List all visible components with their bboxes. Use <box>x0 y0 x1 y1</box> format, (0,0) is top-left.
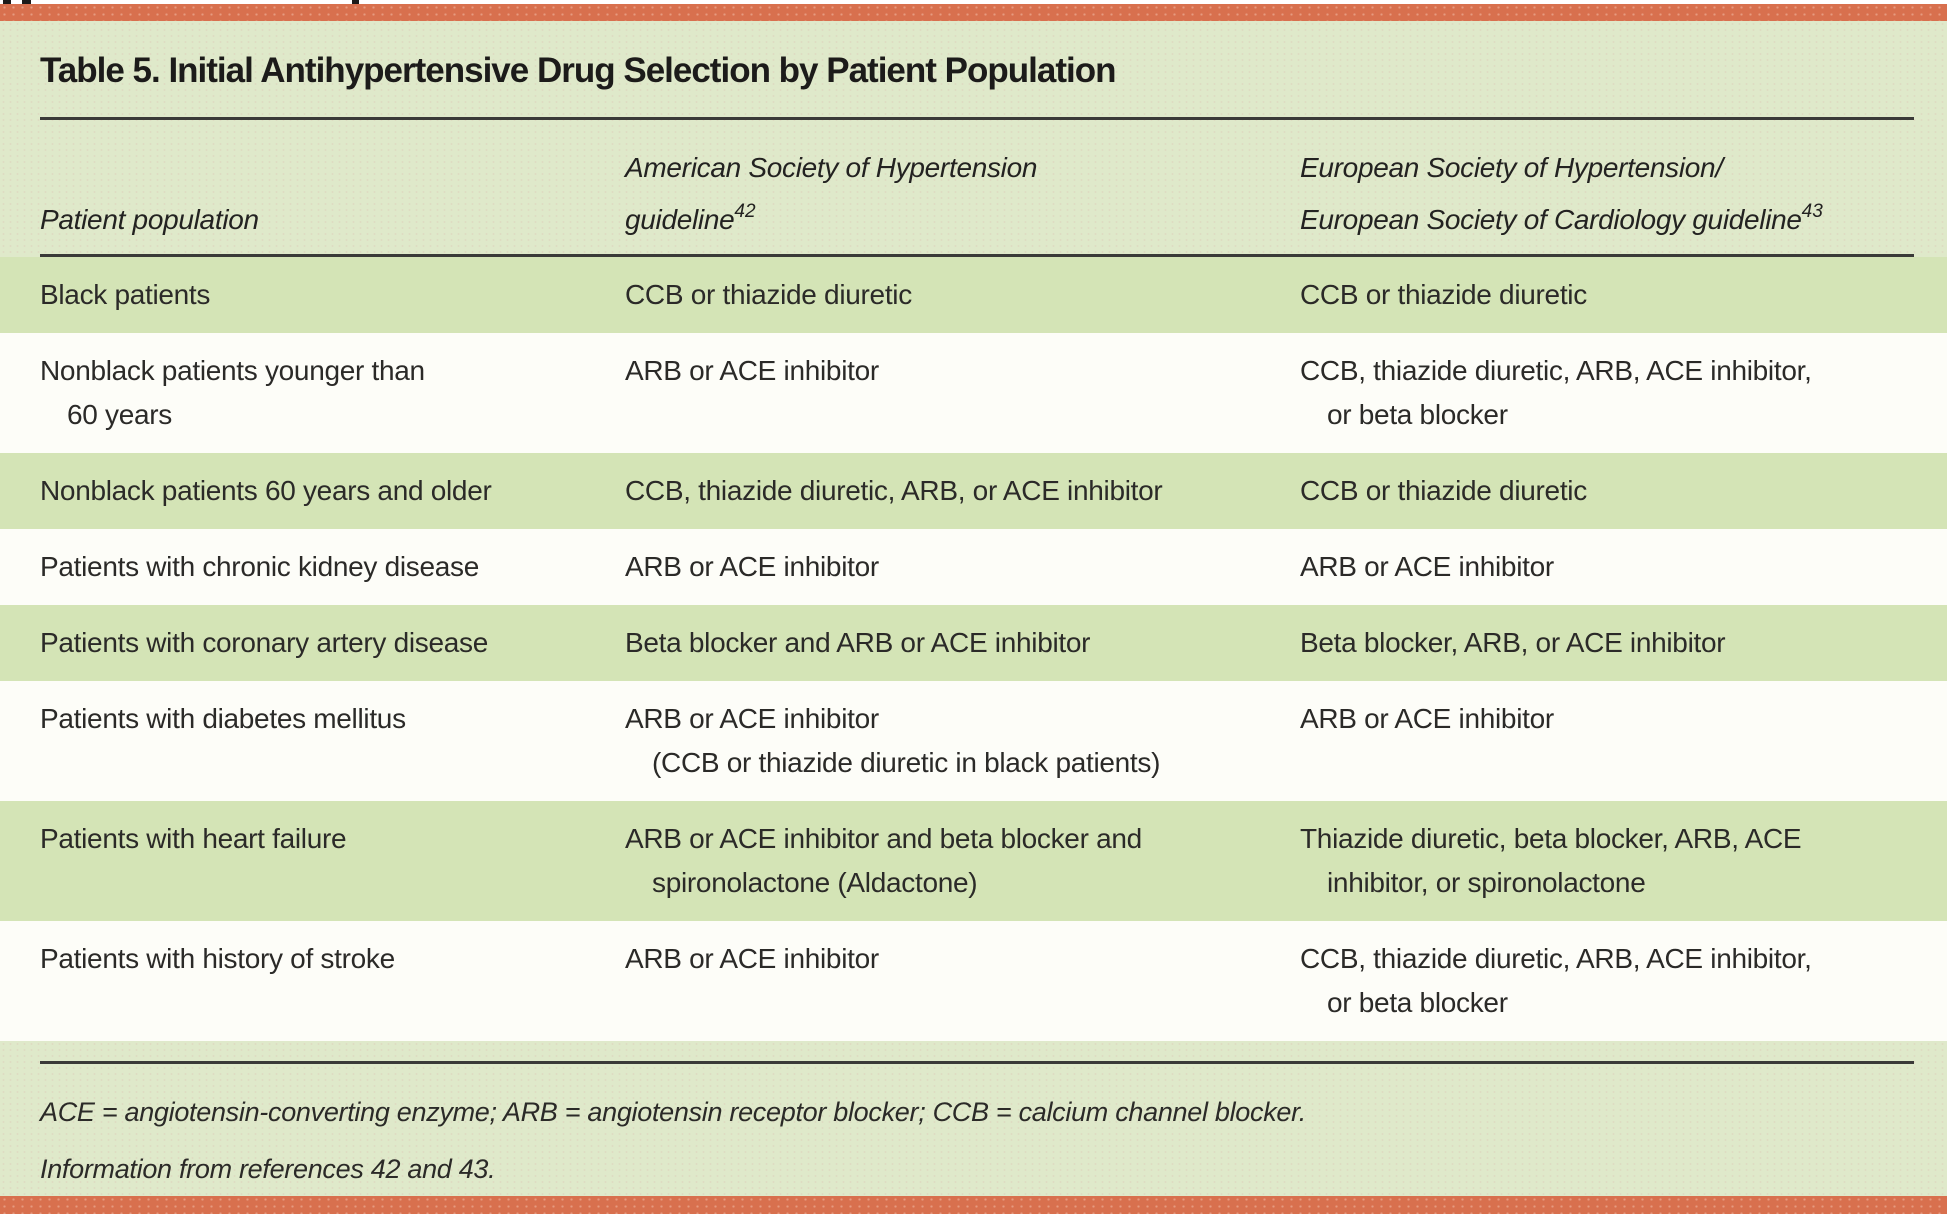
table-row: Patients with chronic kidney disease ARB… <box>0 529 1947 605</box>
horizontal-rule <box>40 254 1914 257</box>
abbreviations-footnote: ACE = angiotensin-converting enzyme; ARB… <box>40 1097 1307 1127</box>
cell-patient-population: Patients with diabetes mellitus <box>40 703 406 734</box>
table-row: Black patients CCB or thiazide diuretic … <box>0 257 1947 333</box>
cell-patient-population: Patients with heart failure <box>40 823 347 854</box>
scan-artifact-mark <box>352 0 359 6</box>
table-row: Patients with history of stroke ARB or A… <box>0 921 1947 1041</box>
reference-superscript: 42 <box>734 201 756 222</box>
cell-patient-population: Patients with chronic kidney disease <box>40 551 479 582</box>
table-header-row: Patient population American Society of H… <box>0 120 1947 254</box>
cell-ash-recommendation: ARB or ACE inhibitor <box>625 943 879 974</box>
bottom-accent-bar <box>0 1196 1947 1214</box>
cell-esh-recommendation: CCB or thiazide diuretic <box>1300 475 1587 506</box>
cell-ash-recommendation: ARB or ACE inhibitor <box>625 551 879 582</box>
scan-artifact-mark <box>3 0 11 4</box>
table-panel: Table 5. Initial Antihypertensive Drug S… <box>0 21 1947 1196</box>
cell-ash-recommendation: Beta blocker and ARB or ACE inhibitor <box>625 627 1091 658</box>
cell-esh-recommendation: Thiazide diuretic, beta blocker, ARB, AC… <box>1300 823 1802 898</box>
reference-superscript: 43 <box>1801 201 1823 222</box>
cell-ash-recommendation: ARB or ACE inhibitor <box>625 355 879 386</box>
cell-esh-recommendation: Beta blocker, ARB, or ACE inhibitor <box>1300 627 1726 658</box>
table-row: Patients with diabetes mellitus ARB or A… <box>0 681 1947 801</box>
cell-patient-population: Patients with coronary artery disease <box>40 627 489 658</box>
cell-ash-recommendation: CCB or thiazide diuretic <box>625 279 912 310</box>
column-header-ash-guideline: American Society of Hypertension guideli… <box>625 152 1038 235</box>
horizontal-rule <box>40 1061 1914 1064</box>
cell-esh-recommendation: CCB, thiazide diuretic, ARB, ACE inhibit… <box>1300 355 1812 430</box>
table-footnotes: ACE = angiotensin-converting enzyme; ARB… <box>0 1064 1947 1185</box>
horizontal-rule <box>40 117 1914 120</box>
cell-patient-population: Nonblack patients younger than 60 years <box>40 355 425 430</box>
cell-esh-recommendation: ARB or ACE inhibitor <box>1300 703 1554 734</box>
cell-patient-population: Black patients <box>40 279 211 310</box>
table-row: Patients with heart failure ARB or ACE i… <box>0 801 1947 921</box>
cell-ash-recommendation: CCB, thiazide diuretic, ARB, or ACE inhi… <box>625 475 1163 506</box>
cell-ash-recommendation: ARB or ACE inhibitor (CCB or thiazide di… <box>625 703 1161 778</box>
table-title-block: Table 5. Initial Antihypertensive Drug S… <box>0 21 1947 91</box>
column-header-patient-population: Patient population <box>40 204 259 235</box>
table-row: Nonblack patients younger than 60 years … <box>0 333 1947 453</box>
top-accent-bar <box>0 4 1947 21</box>
source-footnote: Information from references 42 and 43. <box>40 1154 496 1184</box>
cell-patient-population: Patients with history of stroke <box>40 943 395 974</box>
cell-patient-population: Nonblack patients 60 years and older <box>40 475 492 506</box>
cell-esh-recommendation: CCB or thiazide diuretic <box>1300 279 1587 310</box>
cell-ash-recommendation: ARB or ACE inhibitor and beta blocker an… <box>625 823 1142 898</box>
table-row: Patients with coronary artery disease Be… <box>0 605 1947 681</box>
cell-esh-recommendation: CCB, thiazide diuretic, ARB, ACE inhibit… <box>1300 943 1812 1018</box>
scan-artifact-mark <box>22 0 31 4</box>
table-row: Nonblack patients 60 years and older CCB… <box>0 453 1947 529</box>
cell-esh-recommendation: ARB or ACE inhibitor <box>1300 551 1554 582</box>
column-header-esh-esc-guideline: European Society of Hypertension/ Europe… <box>1300 152 1823 235</box>
spacer <box>0 1041 1947 1061</box>
table-title: Table 5. Initial Antihypertensive Drug S… <box>40 51 1116 90</box>
